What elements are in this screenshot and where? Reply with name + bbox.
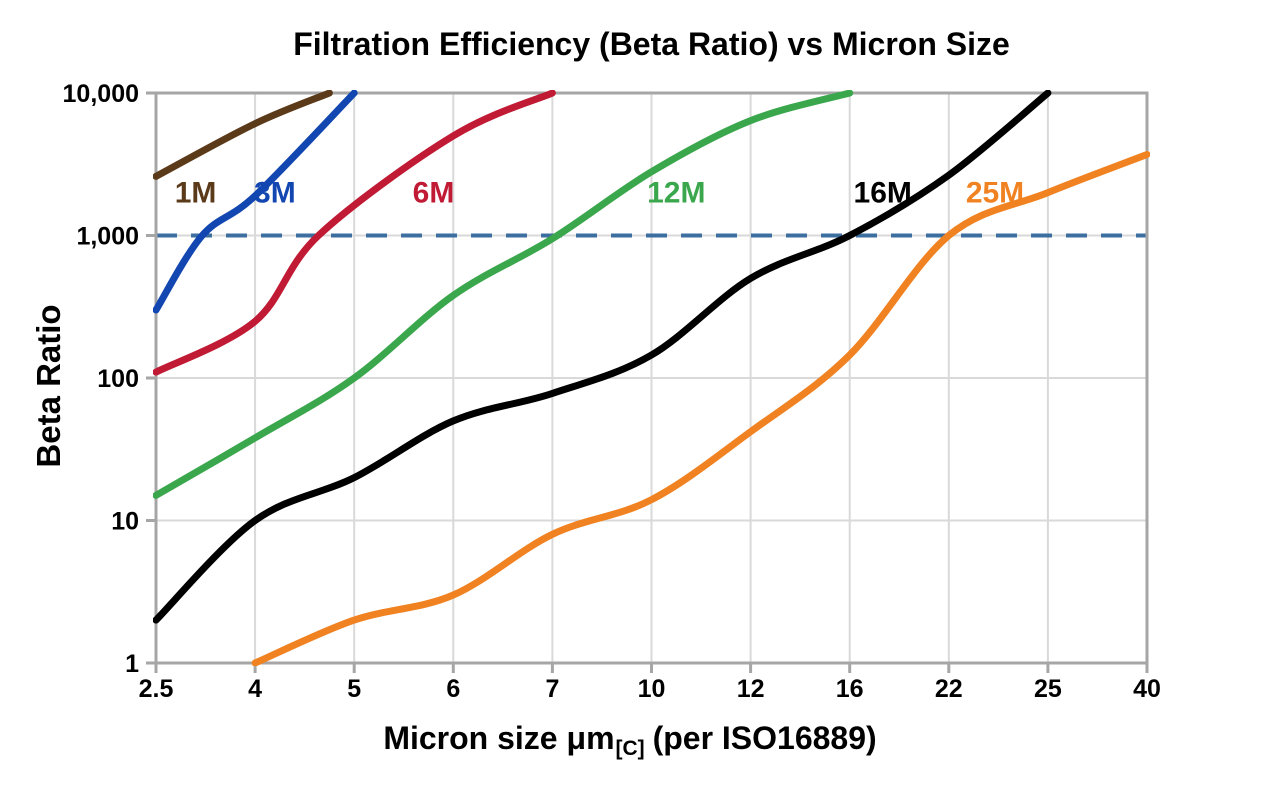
x-axis-title-main: Micron size μm <box>383 720 615 756</box>
y-axis-title: Beta Ratio <box>30 304 67 468</box>
x-tick-label-10: 10 <box>638 675 666 703</box>
x-tick-label-4: 4 <box>248 675 262 703</box>
series-3M-curve <box>153 90 358 314</box>
series-12M-curve <box>153 90 854 499</box>
x-tick-label-6: 6 <box>446 675 460 703</box>
series-6M-label: 6M <box>413 177 455 210</box>
x-tick-label-7: 7 <box>545 675 559 703</box>
series-25M-curve <box>251 151 1150 666</box>
y-tick-label-1,000: 1,000 <box>76 223 139 251</box>
x-tick-label-22: 22 <box>935 675 963 703</box>
plot-frame <box>154 91 1149 665</box>
x-tick-label-40: 40 <box>1133 675 1161 703</box>
x-tick-label-5: 5 <box>347 675 361 703</box>
y-tick-label-10: 10 <box>111 508 139 536</box>
x-tick-label-12: 12 <box>737 675 765 703</box>
series-3M-label: 3M <box>254 177 296 210</box>
series-16M-curve <box>153 90 1052 624</box>
y-tick-label-100: 100 <box>97 365 139 393</box>
x-tick-label-16: 16 <box>836 675 864 703</box>
series-6M-curve <box>153 90 556 376</box>
chart-title: Filtration Efficiency (Beta Ratio) vs Mi… <box>293 26 1010 62</box>
series-25M-label: 25M <box>966 177 1024 210</box>
x-axis-title: Micron size μm[C] (per ISO16889) <box>0 720 1260 760</box>
x-axis-title-subscript: [C] <box>615 737 645 760</box>
x-axis-title-suffix: (per ISO16889) <box>643 720 877 756</box>
y-tick-label-10,000: 10,000 <box>63 80 139 108</box>
series-1M-label: 1M <box>175 177 217 210</box>
x-tick-label-2.5: 2.5 <box>139 675 174 703</box>
x-tick-label-25: 25 <box>1034 675 1062 703</box>
y-tick-label-1: 1 <box>125 650 139 678</box>
series-1M-curve <box>153 90 333 180</box>
series-16M-label: 16M <box>854 177 912 210</box>
series-12M-label: 12M <box>647 177 705 210</box>
